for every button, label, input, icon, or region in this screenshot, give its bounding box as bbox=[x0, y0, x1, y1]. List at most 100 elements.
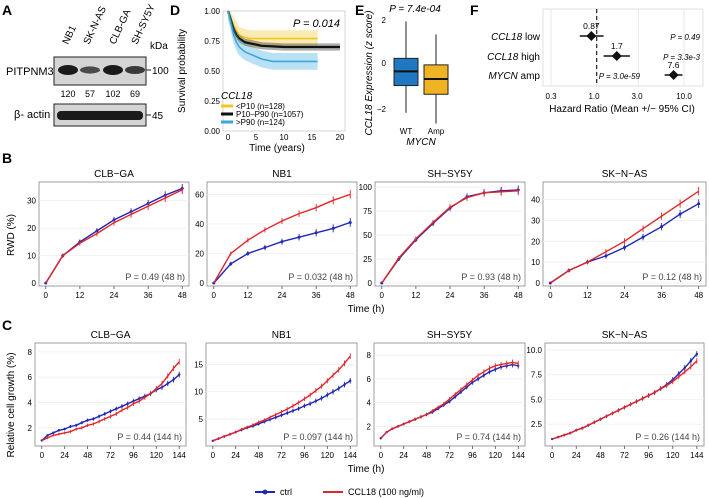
ctrl-point bbox=[52, 431, 55, 435]
ctrl-point bbox=[297, 235, 301, 239]
km-legend-mid: P10–P90 (n=1057) bbox=[236, 110, 304, 119]
ytick-label: 0 bbox=[368, 279, 373, 288]
b-xlabel: Time (h) bbox=[348, 304, 385, 315]
xtick-label: 0 bbox=[40, 451, 45, 460]
forest-row-gene: CCL18 bbox=[487, 52, 519, 63]
ytick-label: 40 bbox=[195, 220, 204, 229]
ctrl-point bbox=[229, 262, 233, 266]
ctrl-point bbox=[74, 424, 78, 427]
ccl18-line bbox=[41, 361, 180, 442]
line-panel: SH−SY5Y 0 25 50 75 100 0 12 24 36 48 P = 0.93 (48 h… bbox=[359, 169, 526, 300]
panel-pvalue: P = 0.74 (144 h) bbox=[456, 432, 521, 442]
km-ytick-label: 1.00 bbox=[204, 7, 220, 16]
ctrl-point bbox=[678, 212, 682, 216]
ctrl-point bbox=[303, 404, 306, 408]
xtick-label: 48 bbox=[346, 291, 355, 300]
ctrl-point bbox=[331, 226, 335, 230]
forest-hr-label: 1.7 bbox=[611, 41, 623, 51]
legend-marker-ctrl bbox=[262, 489, 268, 495]
km-xtick-label: 10 bbox=[280, 133, 289, 142]
ytick-label: 5 bbox=[199, 415, 204, 424]
ytick-label: 7.5 bbox=[531, 371, 543, 380]
xtick-label: 12 bbox=[583, 291, 592, 300]
ctrl-point bbox=[623, 246, 626, 250]
kda-label: kDa bbox=[150, 41, 168, 52]
xtick-label: 24 bbox=[620, 291, 629, 300]
xtick-label: 120 bbox=[150, 451, 164, 460]
line-panel: SK−N−AS 0 10 20 30 40 0 12 24 36 48 P = 0.12 (48 h) bbox=[531, 169, 707, 300]
ctrl-point bbox=[95, 229, 99, 233]
forest-hr-label: 7.6 bbox=[668, 60, 680, 70]
ctrl-point bbox=[109, 410, 112, 413]
quant-value: 57 bbox=[85, 89, 95, 99]
km-xtick-label: 5 bbox=[254, 133, 259, 142]
ctrl-point bbox=[166, 382, 169, 385]
xtick-label: 72 bbox=[445, 451, 454, 460]
box-xtick-label: Amp bbox=[428, 127, 445, 136]
km-xtick-label: 15 bbox=[308, 133, 317, 142]
ctrl-point bbox=[178, 373, 181, 376]
ctrl-point bbox=[86, 419, 89, 422]
xtick-label: 24 bbox=[278, 291, 287, 300]
km-xtick-label: 20 bbox=[336, 133, 345, 142]
forest-row-suffix: high bbox=[518, 52, 540, 63]
protein-label-actin: β- actin bbox=[14, 109, 50, 121]
box-xtick-label: WT bbox=[400, 127, 413, 136]
xtick-label: 12 bbox=[411, 291, 420, 300]
ytick-label: 2 bbox=[367, 422, 372, 431]
ytick-label: 2 bbox=[28, 424, 33, 433]
ytick-label: 0 bbox=[200, 279, 205, 288]
xtick-label: 72 bbox=[620, 451, 629, 460]
ctrl-point bbox=[343, 383, 346, 386]
xtick-label: 120 bbox=[321, 451, 335, 460]
ctrl-point bbox=[92, 417, 95, 421]
lane-label: NB1 bbox=[61, 24, 79, 47]
ytick-label: 4 bbox=[367, 399, 372, 408]
box-title: P = 7.4e-04 bbox=[389, 4, 441, 15]
ytick-label: 60 bbox=[195, 190, 204, 199]
xtick-label: 0 bbox=[548, 291, 553, 300]
xtick-label: 12 bbox=[75, 291, 84, 300]
ytick-label: 4 bbox=[28, 398, 33, 407]
ytick-label: 0 bbox=[32, 279, 37, 288]
panel-label-e: E bbox=[355, 2, 364, 18]
forest-xtick-label: 1.0 bbox=[588, 92, 600, 101]
km-ytick-label: 0.75 bbox=[204, 37, 220, 46]
quant-value: 120 bbox=[60, 89, 75, 99]
km-pvalue: P = 0.014 bbox=[293, 18, 340, 30]
panel-title: SK−N−AS bbox=[602, 330, 648, 341]
ctrl-point bbox=[331, 390, 335, 393]
ctrl-point bbox=[320, 397, 323, 400]
forest-row-label: CCL18 low bbox=[491, 32, 541, 43]
xtick-label: 120 bbox=[489, 451, 503, 460]
ctrl-point bbox=[286, 411, 289, 415]
ytick-label: 15 bbox=[194, 360, 203, 369]
ctrl-point bbox=[308, 402, 312, 405]
km-curve bbox=[226, 10, 340, 49]
ctrl-point bbox=[314, 231, 318, 235]
ctrl-point bbox=[660, 225, 664, 229]
panel-title: NB1 bbox=[272, 330, 292, 341]
marker-100: 100 bbox=[152, 66, 169, 77]
xtick-label: 48 bbox=[596, 451, 605, 460]
line-panel: NB1 5 10 15 0 24 48 72 96 120 144 P = 0.097 (144 h) bbox=[194, 330, 357, 460]
forest-grid bbox=[550, 9, 685, 86]
panel-pvalue: P = 0.49 (48 h) bbox=[125, 272, 185, 282]
ccl18-line bbox=[381, 190, 519, 284]
xtick-label: 36 bbox=[657, 291, 666, 300]
ctrl-point bbox=[280, 413, 283, 417]
km-plot: Survival probability 0.00 0.25 0.50 0.75… bbox=[177, 7, 346, 154]
panel-title: NB1 bbox=[272, 169, 292, 180]
xtick-label: 48 bbox=[178, 291, 187, 300]
xtick-label: 96 bbox=[300, 451, 309, 460]
band bbox=[80, 66, 100, 74]
box-ytick-label: 2 bbox=[382, 16, 387, 25]
xtick-label: 72 bbox=[106, 451, 115, 460]
panel-frame bbox=[544, 342, 705, 447]
panel-title: SH−SY5Y bbox=[427, 169, 473, 180]
ctrl-point bbox=[348, 220, 352, 224]
panel-pvalue: P = 0.26 (144 h) bbox=[635, 432, 700, 442]
panel-label-b: B bbox=[2, 150, 12, 166]
xtick-label: 48 bbox=[514, 291, 523, 300]
